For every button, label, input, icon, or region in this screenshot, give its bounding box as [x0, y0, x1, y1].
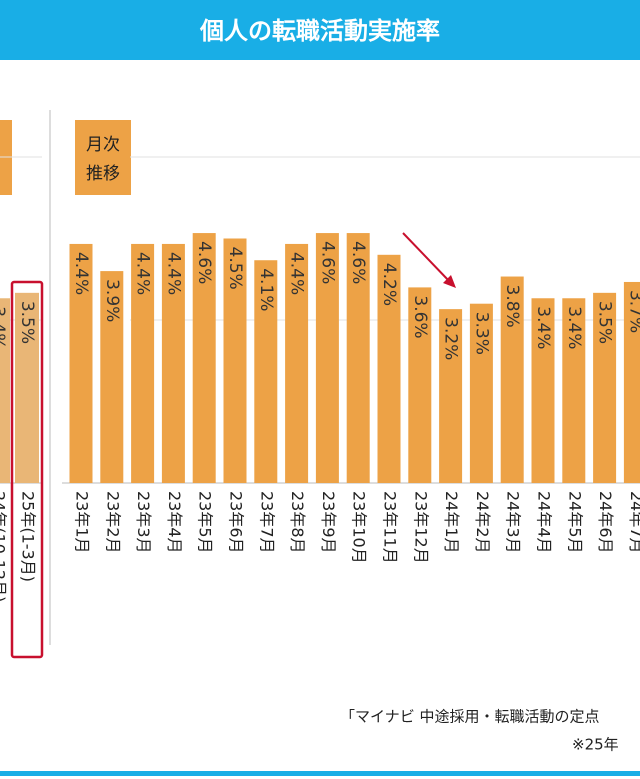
panel-label: 月次: [86, 135, 120, 155]
x-tick-label: 24年4月: [535, 491, 554, 554]
note: 「マイナビ 中途採用・転職活動の定点: [340, 708, 599, 726]
x-tick-label: 23年1月: [73, 491, 92, 554]
bar: [223, 238, 247, 483]
x-tick-label: 23年9月: [319, 491, 338, 554]
panel-label: 推移: [86, 164, 120, 184]
x-tick-label: 24年(10-12月): [0, 491, 9, 602]
x-tick-label: 23年7月: [257, 491, 276, 554]
value-label: 3.7%: [625, 290, 640, 333]
bar: [623, 281, 640, 483]
bar: [315, 233, 339, 483]
x-tick-label: 24年1月: [442, 491, 461, 554]
bar: [377, 254, 401, 483]
x-tick-label: 24年7月: [627, 491, 640, 554]
value-label: 3.5%: [595, 301, 615, 344]
value-label: 4.6%: [194, 241, 214, 284]
bar: [562, 298, 586, 483]
value-label: 4.4%: [287, 252, 307, 295]
value-label: 4.4%: [163, 252, 183, 295]
x-tick-label: 23年4月: [165, 491, 184, 554]
bar: [254, 260, 278, 483]
x-tick-label: 24年3月: [504, 491, 523, 554]
value-label: 3.2%: [441, 317, 461, 360]
bar: [469, 303, 493, 483]
x-tick-label: 23年8月: [288, 491, 307, 554]
highlight-box: [10, 280, 44, 659]
bar: [192, 233, 216, 483]
bar: [500, 276, 524, 483]
value-label: 4.1%: [256, 268, 276, 311]
value-label: 3.5%: [17, 301, 37, 344]
x-tick-label: 25年(1-3月): [19, 491, 38, 582]
value-label: 4.6%: [348, 241, 368, 284]
value-label: 3.4%: [564, 306, 584, 349]
title: 個人の転職活動実施率: [199, 17, 440, 45]
value-label: 3.6%: [410, 295, 430, 338]
bar: [69, 243, 93, 483]
bar: [531, 298, 555, 483]
x-tick-label: 23年5月: [196, 491, 215, 554]
value-label: 4.2%: [379, 263, 399, 306]
bar: [285, 243, 309, 483]
x-tick-label: 23年11月: [381, 491, 400, 564]
value-label: 4.5%: [225, 247, 245, 290]
value-label: 3.8%: [502, 285, 522, 328]
x-tick-label: 23年2月: [103, 491, 122, 554]
bar: [0, 298, 10, 483]
arrow: [402, 232, 451, 283]
x-tick-label: 24年2月: [473, 491, 492, 554]
value-label: 3.3%: [471, 312, 491, 355]
value-label: 4.4%: [71, 252, 91, 295]
bar: [161, 243, 185, 483]
x-tick-label: 23年6月: [227, 491, 246, 554]
x-tick-label: 23年12月: [411, 491, 430, 564]
bar: [15, 292, 39, 483]
panel-label-box: [75, 120, 131, 195]
value-label: 4.6%: [317, 241, 337, 284]
header-band: [0, 0, 640, 60]
arrow-head: [443, 275, 456, 288]
value-label: 4.4%: [133, 252, 153, 295]
bar: [100, 271, 124, 483]
x-tick-label: 24年6月: [596, 491, 615, 554]
bar: [439, 309, 463, 483]
note: ※25年: [572, 736, 619, 754]
bar: [131, 243, 155, 483]
value-label: 3.4%: [0, 306, 8, 349]
x-tick-label: 24年5月: [565, 491, 584, 554]
bar: [593, 292, 617, 483]
bar: [408, 287, 432, 483]
footer-band: [0, 771, 640, 776]
value-label: 3.4%: [533, 306, 553, 349]
bar: [346, 233, 370, 483]
x-tick-label: 23年3月: [134, 491, 153, 554]
x-tick-label: 23年10月: [350, 491, 369, 564]
value-label: 3.9%: [102, 279, 122, 322]
